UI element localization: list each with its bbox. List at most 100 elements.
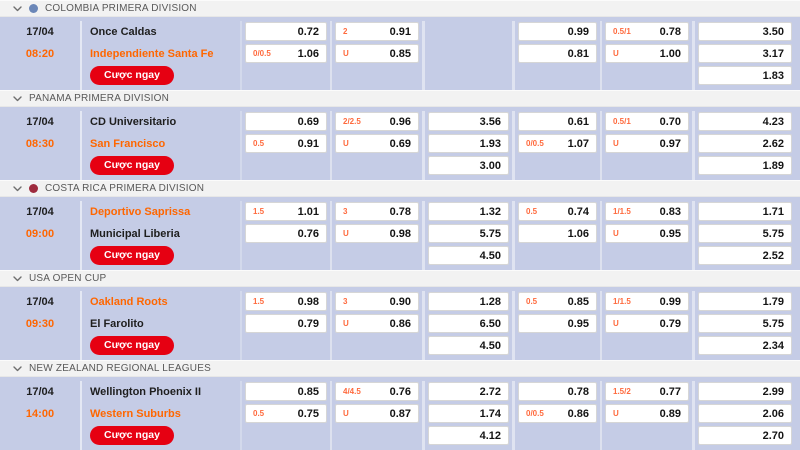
home-team[interactable]: CD Universitario [90,116,177,128]
away-team[interactable]: San Francisco [90,138,166,150]
odds-box[interactable]: 1/1.5 0.83 [605,202,689,221]
away-team[interactable]: Independiente Santa Fe [90,48,214,60]
odds-box[interactable]: 2.62 [698,134,792,153]
league-header[interactable]: COSTA RICA PRIMERA DIVISION [0,180,800,197]
odds-box[interactable]: 3 0.90 [335,292,419,311]
odds-box[interactable]: 5.75 [428,224,509,243]
odds-box[interactable]: U 0.86 [335,314,419,333]
odds-box[interactable]: 5.75 [698,224,792,243]
odds-box[interactable]: 2.70 [698,426,792,445]
chevron-down-icon[interactable] [13,275,22,282]
odds-box[interactable]: 4.12 [428,426,509,445]
odds-box[interactable]: 1.5/2 0.77 [605,382,689,401]
home-team[interactable]: Once Caldas [90,26,157,38]
chevron-down-icon[interactable] [13,185,22,192]
bet-now-button[interactable]: Cược ngay [90,156,174,175]
home-team[interactable]: Deportivo Saprissa [90,206,191,218]
odds-box[interactable]: 5.75 [698,314,792,333]
away-team[interactable]: El Farolito [90,318,144,330]
match-date: 17/04 [26,296,54,308]
odds-box[interactable]: 3.50 [698,22,792,41]
odds-box[interactable]: 3 0.78 [335,202,419,221]
league-header[interactable]: PANAMA PRIMERA DIVISION [0,90,800,107]
odds-box[interactable]: 0.5 0.75 [245,404,327,423]
odds-box[interactable]: 2.99 [698,382,792,401]
odds-box[interactable]: 1.79 [698,292,792,311]
odds-box[interactable]: 0.61 [518,112,597,131]
odds-box[interactable]: 1.93 [428,134,509,153]
odds-box[interactable]: 0/0.5 1.06 [245,44,327,63]
odds-box[interactable]: U 0.97 [605,134,689,153]
odds-box[interactable]: 2 0.91 [335,22,419,41]
bet-now-button[interactable]: Cược ngay [90,426,174,445]
odds-box[interactable]: 2/2.5 0.96 [335,112,419,131]
odds-box[interactable]: 4.50 [428,336,509,355]
odds-box[interactable]: 1.83 [698,66,792,85]
odds-box[interactable]: 0.81 [518,44,597,63]
league-header[interactable]: COLOMBIA PRIMERA DIVISION [0,0,800,17]
odds-box[interactable]: 0.79 [245,314,327,333]
odds-box[interactable]: 0.5 0.74 [518,202,597,221]
odds-box[interactable]: 0.69 [245,112,327,131]
odds-box[interactable]: 4/4.5 0.76 [335,382,419,401]
odds-box[interactable]: 6.50 [428,314,509,333]
odds-cell [602,65,692,87]
odds-box[interactable]: 0.78 [518,382,597,401]
odds-box[interactable]: 0.72 [245,22,327,41]
odds-box[interactable]: 2.06 [698,404,792,423]
odds-box[interactable]: 1.28 [428,292,509,311]
odds-box[interactable]: U 0.69 [335,134,419,153]
odds-box[interactable]: 1.74 [428,404,509,423]
odds-box[interactable]: 2.34 [698,336,792,355]
handicap-label: U [613,139,619,148]
odds-box[interactable]: 0.85 [245,382,327,401]
handicap-label: 0.5 [253,409,265,418]
odds-box[interactable]: 0.5 0.85 [518,292,597,311]
chevron-down-icon[interactable] [13,365,22,372]
odds-box[interactable]: 3.00 [428,156,509,175]
home-team[interactable]: Oakland Roots [90,296,168,308]
odds-box[interactable]: 1.89 [698,156,792,175]
odds-box[interactable]: 1.5 1.01 [245,202,327,221]
odds-box[interactable]: 0.99 [518,22,597,41]
odds-box[interactable]: U 1.00 [605,44,689,63]
odds-box[interactable]: 2.52 [698,246,792,265]
odds-box[interactable]: 0/0.5 1.07 [518,134,597,153]
odds-box[interactable]: 3.17 [698,44,792,63]
bet-now-button[interactable]: Cược ngay [90,246,174,265]
odds-box[interactable]: U 0.85 [335,44,419,63]
odds-box[interactable]: U 0.95 [605,224,689,243]
odds-box[interactable]: U 0.89 [605,404,689,423]
odds-box[interactable]: U 0.98 [335,224,419,243]
odds-box[interactable]: 0.5/1 0.78 [605,22,689,41]
away-team[interactable]: Western Suburbs [90,408,181,420]
odds-box[interactable]: 3.56 [428,112,509,131]
odds-box[interactable]: 1.32 [428,202,509,221]
home-team[interactable]: Wellington Phoenix II [90,386,202,398]
odds-box[interactable]: 1.06 [518,224,597,243]
chevron-down-icon[interactable] [13,95,22,102]
chevron-down-icon[interactable] [13,5,22,12]
odds-box[interactable]: 0.95 [518,314,597,333]
away-team[interactable]: Municipal Liberia [90,228,180,240]
league-header[interactable]: USA OPEN CUP [0,270,800,287]
odds-box[interactable]: 0/0.5 0.86 [518,404,597,423]
odds-box[interactable]: U 0.87 [335,404,419,423]
odds-box[interactable]: 4.50 [428,246,509,265]
odds-box[interactable]: 0.76 [245,224,327,243]
odds-box[interactable]: 2.72 [428,382,509,401]
odds-box[interactable]: 1.71 [698,202,792,221]
odds-cell: 0.99 [515,21,600,43]
odds-value: 4.50 [479,339,501,352]
odds-value: 3.17 [762,47,784,60]
odds-value: 0.78 [389,205,411,218]
league-header[interactable]: NEW ZEALAND REGIONAL LEAGUES [0,360,800,377]
bet-now-button[interactable]: Cược ngay [90,66,174,85]
odds-box[interactable]: 1.5 0.98 [245,292,327,311]
bet-now-button[interactable]: Cược ngay [90,336,174,355]
odds-box[interactable]: 1/1.5 0.99 [605,292,689,311]
odds-box[interactable]: U 0.79 [605,314,689,333]
odds-box[interactable]: 0.5 0.91 [245,134,327,153]
odds-box[interactable]: 0.5/1 0.70 [605,112,689,131]
odds-box[interactable]: 4.23 [698,112,792,131]
